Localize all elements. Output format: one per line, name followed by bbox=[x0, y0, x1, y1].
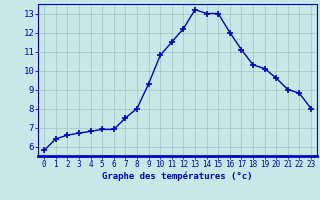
X-axis label: Graphe des températures (°c): Graphe des températures (°c) bbox=[102, 172, 253, 181]
